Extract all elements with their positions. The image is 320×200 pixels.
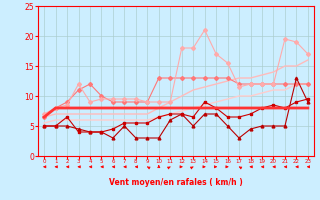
- X-axis label: Vent moyen/en rafales ( km/h ): Vent moyen/en rafales ( km/h ): [109, 178, 243, 187]
